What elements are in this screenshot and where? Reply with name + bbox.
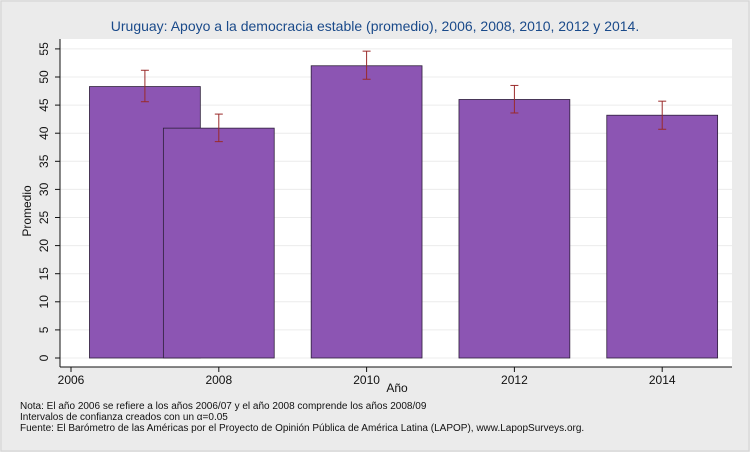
y-tick-label: 55 <box>37 42 51 56</box>
x-tick-label: 2006 <box>58 373 85 387</box>
y-axis: 0 5 10 15 20 25 30 35 40 45 50 55 <box>37 39 61 367</box>
y-tick-label: 30 <box>37 182 51 196</box>
y-tick-label: 5 <box>37 326 51 333</box>
bar <box>458 99 571 359</box>
y-tick-label: 15 <box>37 267 51 281</box>
note-confidence: Intervalos de confianza creados con un α… <box>20 412 228 423</box>
x-tick-label: 2012 <box>501 373 528 387</box>
note-line: Nota: El año 2006 se refiere a los años … <box>20 401 427 412</box>
y-tick-label: 45 <box>37 98 51 112</box>
bar <box>310 65 423 359</box>
x-tick-label: 2010 <box>353 373 380 387</box>
y-tick-label: 25 <box>37 211 51 225</box>
note-source: Fuente: El Barómetro de las Américas por… <box>20 423 585 434</box>
x-tick-label: 2008 <box>205 373 232 387</box>
y-tick-label: 35 <box>37 154 51 168</box>
bars <box>89 65 719 359</box>
y-tick-label: 40 <box>37 126 51 140</box>
x-axis-label: Año <box>386 381 408 395</box>
bar <box>606 114 719 359</box>
y-tick-label: 50 <box>37 70 51 84</box>
bar <box>162 127 275 359</box>
error-bars <box>140 50 667 143</box>
x-tick-label: 2014 <box>649 373 676 387</box>
y-tick-label: 0 <box>37 354 51 361</box>
y-axis-label: Promedio <box>20 185 34 237</box>
x-axis: 2006 2008 2010 2012 2014 <box>58 366 732 387</box>
y-tick-label: 10 <box>37 295 51 309</box>
y-tick-label: 20 <box>37 239 51 253</box>
chart-title: Uruguay: Apoyo a la democracia estable (… <box>111 18 639 34</box>
